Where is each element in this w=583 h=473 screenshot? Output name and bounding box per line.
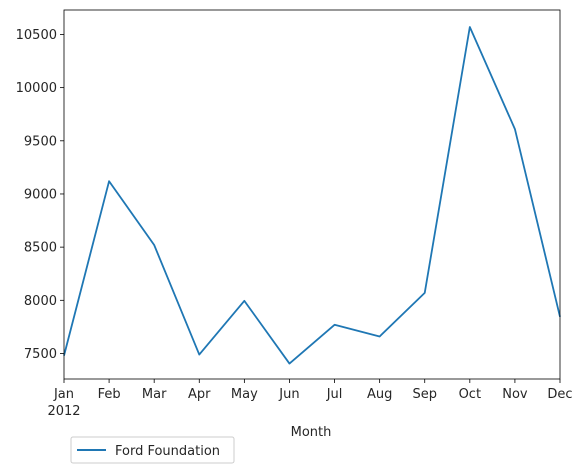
x-tick-label: Apr xyxy=(188,387,211,402)
x-tick-label: Mar xyxy=(142,387,167,402)
y-tick-label: 9500 xyxy=(24,134,57,149)
x-tick-label: Nov xyxy=(502,387,528,402)
y-tick-label: 10000 xyxy=(16,81,57,96)
series-line xyxy=(63,26,561,365)
x-tick-label: Jun xyxy=(278,387,299,402)
x-tick-label: Sep xyxy=(412,387,437,402)
x-tick-label: Oct xyxy=(459,387,481,402)
series-layer xyxy=(63,26,561,365)
x-axis-label: Month xyxy=(291,425,332,440)
y-tick-label: 7500 xyxy=(24,347,57,362)
x-tick-label: Jan xyxy=(53,387,74,402)
y-tick-label: 8000 xyxy=(24,294,57,309)
y-tick-label: 9000 xyxy=(24,187,57,202)
legend-label: Ford Foundation xyxy=(115,444,220,459)
x-tick-label: Aug xyxy=(367,387,392,402)
y-tick-label: 10500 xyxy=(16,28,57,43)
legend: Ford Foundation xyxy=(70,436,235,464)
x-axis-ticks: Jan Feb Mar Apr May Jun Jul Aug Sep Oct Nov Dec xyxy=(53,379,573,402)
x-tick-label: Dec xyxy=(547,387,572,402)
x-tick-label: Feb xyxy=(98,387,121,402)
legend-box xyxy=(70,436,235,464)
x-axis-year-label: 2012 xyxy=(47,404,80,419)
plot-frame xyxy=(63,9,561,380)
y-axis-ticks: 7500 8000 8500 9000 9500 10000 10500 xyxy=(16,28,64,362)
x-tick-label: Jul xyxy=(326,387,343,402)
y-tick-label: 8500 xyxy=(24,241,57,256)
x-tick-label: May xyxy=(231,387,258,402)
